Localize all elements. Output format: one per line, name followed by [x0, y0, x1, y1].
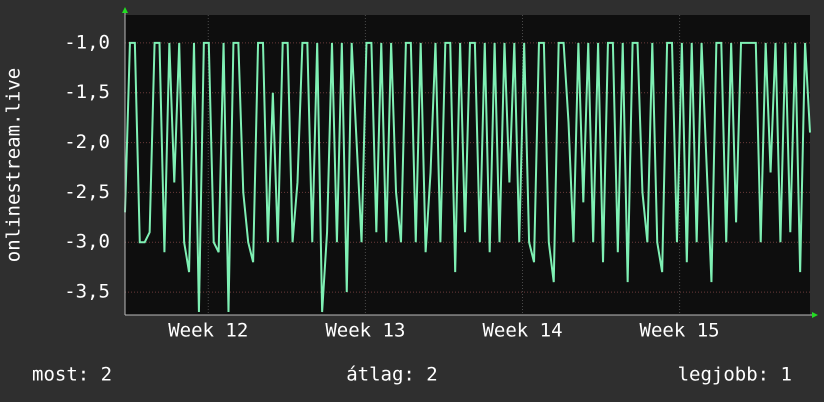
- y-axis-label: onlinestream.live: [3, 68, 25, 262]
- y-tick-label: -2,0: [64, 131, 110, 153]
- x-tick-label: Week 14: [482, 320, 562, 342]
- y-tick-label: -1,5: [64, 81, 110, 103]
- y-tick-label: -1,0: [64, 31, 110, 53]
- x-tick-label: Week 13: [325, 320, 405, 342]
- y-tick-label: -3,5: [64, 281, 110, 303]
- y-tick-label: -3,0: [64, 231, 110, 253]
- footer-current: most: 2: [32, 364, 112, 386]
- marks: [124, 41, 811, 313]
- footer-best: legjobb: 1: [678, 364, 792, 386]
- data-line: [124, 41, 811, 313]
- x-arrow: [812, 312, 818, 318]
- x-tick-label: Week 15: [640, 320, 720, 342]
- footer-average: átlag: 2: [346, 364, 438, 386]
- y-tick-label: -2,5: [64, 181, 110, 203]
- y-arrow: [122, 7, 128, 13]
- x-tick-label: Week 12: [168, 320, 248, 342]
